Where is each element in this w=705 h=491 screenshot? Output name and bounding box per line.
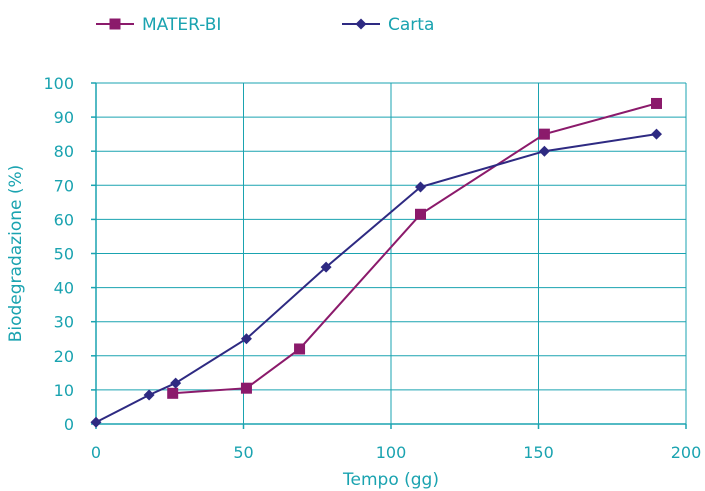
y-tick-label: 60 bbox=[54, 210, 74, 229]
data-point-carta bbox=[240, 333, 252, 345]
data-point-carta bbox=[320, 261, 332, 273]
y-tick-label: 100 bbox=[43, 74, 74, 93]
y-tick-label: 90 bbox=[54, 108, 74, 127]
tick-labels: 0 10 20 30 40 50 60 70 80 90 100 0 50 100 150 200 bbox=[43, 74, 701, 462]
y-tick-label: 30 bbox=[54, 313, 74, 332]
legend-marker-mater-bi bbox=[109, 18, 121, 30]
legend-label-mater-bi: MATER-BI bbox=[142, 15, 221, 35]
data-point-mater-bi bbox=[294, 343, 306, 355]
data-point-carta bbox=[651, 128, 662, 140]
y-tick-label: 0 bbox=[64, 415, 74, 434]
legend-marker-carta bbox=[355, 18, 367, 30]
x-tick-label: 50 bbox=[233, 443, 253, 462]
data-point-carta bbox=[415, 181, 426, 193]
legend: MATER-BI Carta bbox=[96, 15, 434, 35]
data-point-carta bbox=[90, 416, 102, 428]
series-layer bbox=[90, 97, 662, 428]
x-axis-title: Tempo (gg) bbox=[342, 470, 439, 490]
series-line-mater-bi bbox=[172, 102, 657, 395]
data-point-mater-bi bbox=[651, 97, 662, 109]
y-tick-label: 20 bbox=[54, 347, 74, 366]
y-tick-label: 70 bbox=[54, 176, 74, 195]
legend-label-carta: Carta bbox=[388, 15, 434, 35]
data-point-carta bbox=[538, 145, 550, 157]
data-point-mater-bi bbox=[240, 382, 252, 394]
y-axis-title: Biodegradazione (%) bbox=[6, 165, 26, 343]
data-point-mater-bi bbox=[538, 128, 550, 140]
x-tick-label: 150 bbox=[523, 443, 554, 462]
x-tick-label: 0 bbox=[91, 443, 101, 462]
axes bbox=[91, 82, 687, 429]
data-point-mater-bi bbox=[167, 387, 179, 399]
y-tick-label: 40 bbox=[54, 279, 74, 298]
data-point-mater-bi bbox=[415, 208, 426, 220]
y-tick-label: 50 bbox=[54, 245, 74, 264]
grid bbox=[96, 82, 687, 424]
series-carta bbox=[90, 128, 662, 428]
y-tick-label: 80 bbox=[54, 142, 74, 161]
data-point-carta bbox=[143, 389, 155, 401]
legend-item-mater-bi: MATER-BI bbox=[96, 15, 221, 35]
y-tick-label: 10 bbox=[54, 381, 74, 400]
x-tick-label: 100 bbox=[376, 443, 407, 462]
series-line-carta bbox=[95, 133, 657, 424]
legend-item-carta: Carta bbox=[342, 15, 434, 35]
data-point-carta bbox=[170, 377, 182, 389]
x-tick-label: 200 bbox=[671, 443, 702, 462]
series-mater-bi bbox=[167, 97, 662, 399]
